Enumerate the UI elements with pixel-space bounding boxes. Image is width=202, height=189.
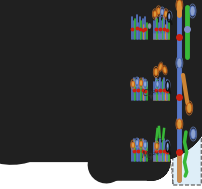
Ellipse shape — [132, 142, 135, 148]
FancyBboxPatch shape — [153, 39, 170, 43]
Ellipse shape — [166, 82, 169, 88]
Ellipse shape — [140, 80, 143, 86]
FancyBboxPatch shape — [173, 2, 201, 62]
Ellipse shape — [144, 81, 147, 87]
Ellipse shape — [168, 13, 171, 19]
Ellipse shape — [156, 81, 159, 87]
Ellipse shape — [140, 141, 143, 147]
FancyBboxPatch shape — [131, 39, 147, 43]
Ellipse shape — [166, 142, 169, 148]
Ellipse shape — [155, 143, 158, 149]
Ellipse shape — [164, 11, 167, 17]
FancyBboxPatch shape — [132, 156, 147, 161]
Ellipse shape — [132, 81, 135, 87]
FancyBboxPatch shape — [173, 64, 201, 124]
Ellipse shape — [191, 129, 196, 139]
Ellipse shape — [177, 119, 182, 129]
FancyBboxPatch shape — [131, 161, 147, 165]
Ellipse shape — [177, 0, 182, 10]
FancyBboxPatch shape — [153, 156, 170, 161]
Ellipse shape — [144, 142, 147, 148]
Ellipse shape — [161, 9, 164, 15]
FancyBboxPatch shape — [131, 104, 148, 107]
Ellipse shape — [148, 23, 151, 29]
Ellipse shape — [177, 58, 182, 68]
FancyBboxPatch shape — [153, 43, 170, 46]
Ellipse shape — [190, 6, 195, 16]
FancyBboxPatch shape — [173, 125, 201, 185]
Ellipse shape — [187, 103, 192, 113]
Ellipse shape — [163, 67, 166, 73]
FancyBboxPatch shape — [153, 161, 170, 165]
Ellipse shape — [136, 79, 139, 85]
FancyBboxPatch shape — [153, 95, 170, 100]
FancyBboxPatch shape — [131, 165, 148, 168]
FancyBboxPatch shape — [131, 100, 147, 104]
FancyBboxPatch shape — [131, 43, 148, 46]
Ellipse shape — [153, 11, 157, 17]
Ellipse shape — [159, 64, 162, 70]
Text: ▼: ▼ — [149, 156, 153, 161]
FancyBboxPatch shape — [153, 34, 170, 39]
Ellipse shape — [136, 140, 139, 146]
FancyBboxPatch shape — [153, 104, 170, 107]
FancyBboxPatch shape — [153, 165, 170, 168]
FancyBboxPatch shape — [153, 100, 170, 104]
Ellipse shape — [157, 8, 160, 14]
Ellipse shape — [154, 68, 158, 75]
FancyBboxPatch shape — [132, 34, 147, 39]
FancyBboxPatch shape — [132, 95, 147, 100]
Text: ▼: ▼ — [149, 95, 153, 101]
Text: Cu²⁺: Cu²⁺ — [143, 90, 160, 98]
Text: Mg²⁺: Mg²⁺ — [142, 150, 161, 160]
